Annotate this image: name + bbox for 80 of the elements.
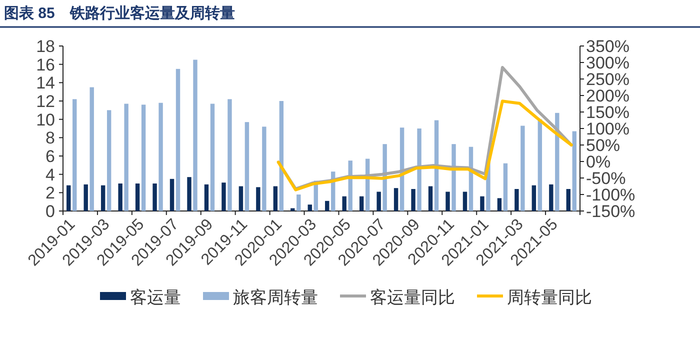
- legend-label: 客运量同比: [370, 288, 455, 307]
- bar: [124, 104, 128, 211]
- y-tick-label: 4: [46, 165, 55, 184]
- y2-tick-label: 100%: [586, 120, 630, 138]
- y2-tick-label: 50%: [586, 136, 620, 155]
- bar: [290, 208, 295, 211]
- bar: [273, 186, 278, 211]
- bar: [296, 194, 301, 211]
- bar: [428, 186, 433, 211]
- bar: [210, 104, 215, 211]
- bar: [497, 198, 502, 211]
- bar: [152, 184, 157, 211]
- line-series: [276, 100, 573, 192]
- bar: [566, 189, 570, 211]
- bar: [325, 200, 330, 211]
- legend-label: 旅客周转量: [233, 288, 318, 307]
- bar: [538, 119, 542, 211]
- bar: [256, 187, 260, 211]
- y-tick-label: 2: [46, 184, 55, 203]
- bar: [66, 185, 71, 211]
- bar: [84, 184, 88, 211]
- bar: [193, 60, 198, 211]
- bar: [118, 184, 122, 211]
- bar: [434, 120, 439, 211]
- bar: [228, 99, 232, 211]
- bar: [446, 192, 450, 211]
- bar: [549, 184, 554, 211]
- y-tick-label: 10: [36, 110, 55, 130]
- y2-tick-label: 150%: [586, 103, 630, 122]
- bar: [170, 178, 174, 211]
- y2-tick-label: 300%: [586, 54, 630, 72]
- y-tick-label: 12: [36, 92, 55, 111]
- bar: [72, 99, 77, 211]
- bar: [411, 189, 416, 211]
- legend-label: 周转量同比: [507, 288, 592, 307]
- y-tick-label: 6: [46, 147, 55, 166]
- y2-tick-label: 200%: [586, 86, 630, 106]
- y2-tick-label: 250%: [586, 70, 630, 89]
- y-tick-label: 18: [36, 37, 55, 56]
- bar: [382, 144, 387, 211]
- y2-tick-label: 0%: [586, 152, 611, 172]
- bar: [555, 112, 560, 211]
- bar: [279, 101, 284, 211]
- bar: [187, 177, 192, 211]
- legend-label: 客运量: [130, 288, 181, 307]
- bar: [394, 188, 398, 211]
- y-tick-label: 16: [36, 55, 55, 74]
- bar: [342, 196, 346, 211]
- bar: [100, 185, 106, 211]
- bar: [452, 144, 456, 211]
- y2-tick-label: -100%: [586, 186, 636, 204]
- y2-tick-label: -150%: [586, 202, 636, 221]
- bar: [308, 204, 312, 211]
- bar: [520, 126, 525, 211]
- bar: [503, 163, 508, 211]
- bar: [262, 126, 266, 211]
- y-tick-label: 0: [46, 202, 55, 221]
- bar: [141, 104, 146, 211]
- bar: [238, 186, 244, 211]
- bar: [480, 196, 484, 211]
- bar: [244, 122, 250, 211]
- bar: [514, 189, 519, 211]
- bar: [106, 110, 112, 211]
- y2-tick-label: -50%: [586, 169, 626, 188]
- chart-title: 图表 85 铁路行业客运量及周转量: [4, 4, 235, 22]
- bar: [222, 182, 226, 211]
- bar: [376, 192, 381, 211]
- bar: [359, 196, 364, 211]
- y2-tick-label: 350%: [586, 37, 630, 56]
- bar: [462, 192, 468, 211]
- bar: [158, 102, 163, 211]
- bar: [176, 68, 180, 211]
- bar: [135, 184, 140, 211]
- bar: [90, 87, 94, 211]
- bar: [417, 128, 422, 211]
- bar: [204, 184, 209, 211]
- y-tick-label: 14: [36, 74, 55, 93]
- bar: [532, 185, 536, 211]
- bar: [572, 131, 576, 211]
- y-tick-label: 8: [46, 128, 55, 148]
